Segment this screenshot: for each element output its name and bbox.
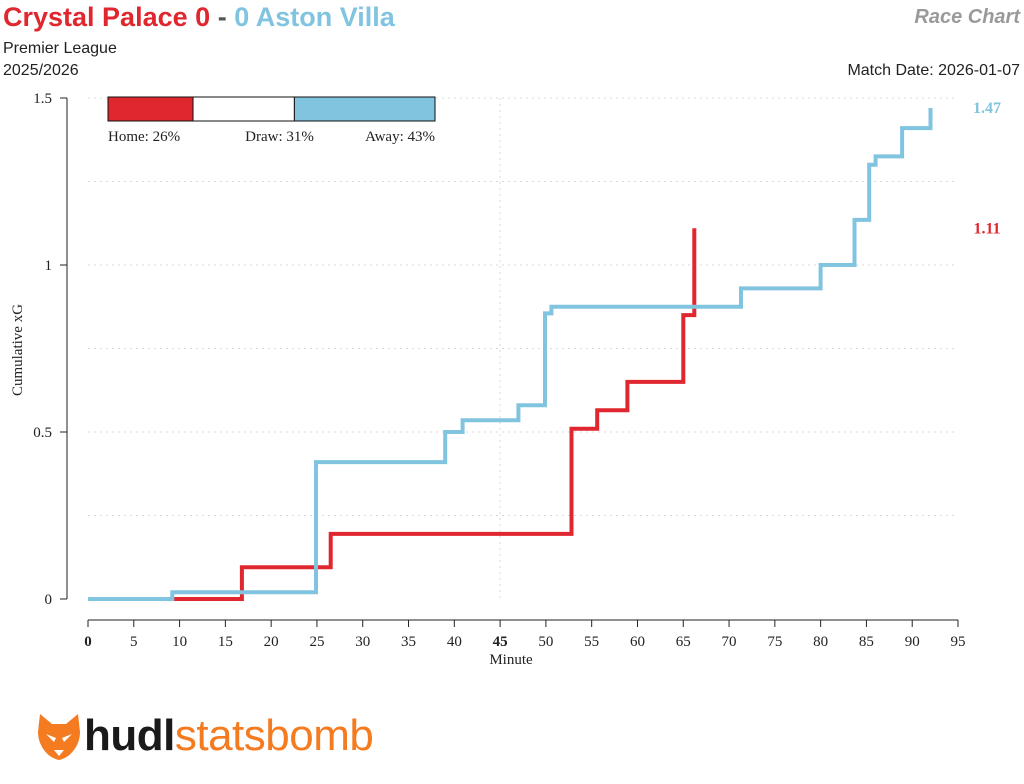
chart-grid	[88, 97, 958, 599]
home-xg-line	[88, 228, 697, 601]
x-tick-label: 30	[355, 634, 370, 650]
x-tick-label: 75	[767, 634, 782, 650]
x-tick-label: 40	[447, 634, 462, 650]
y-tick-label: 1	[45, 258, 53, 274]
chart-series: 1.11 1.47	[88, 100, 1001, 601]
logo-statsbomb-text: statsbomb	[174, 711, 374, 760]
x-tick-label: 35	[401, 634, 416, 650]
x-tick-label: 60	[630, 634, 645, 650]
home-final-xg-label: 1.11	[973, 220, 1000, 237]
home-prob-label: Home: 26%	[108, 129, 180, 145]
x-tick-label: 70	[722, 634, 737, 650]
x-tick-label: 95	[951, 634, 966, 650]
race-chart: 0 0.5 1 1.5 0 5 10 15 20 25 30 35 40 45 50 55 60 65 70 75 80…	[10, 91, 1001, 668]
x-tick-label: 45	[493, 634, 508, 650]
match-date: Match Date: 2026-01-07	[847, 62, 1020, 79]
chart-kind-label: Race Chart	[914, 6, 1020, 28]
y-tick-label: 0	[45, 592, 53, 608]
x-tick-label: 90	[905, 634, 920, 650]
y-axis-label: Cumulative xG	[10, 304, 26, 396]
season-label: 2025/2026	[3, 62, 79, 79]
away-team-name: Aston Villa	[255, 2, 395, 32]
home-team-name: Crystal Palace	[3, 2, 188, 32]
x-axis-label: Minute	[489, 652, 533, 668]
probability-bar: Home: 26% Draw: 31% Away: 43%	[107, 96, 436, 145]
x-tick-label: 20	[264, 634, 279, 650]
y-tick-label: 0.5	[33, 425, 52, 441]
home-prob-segment	[107, 96, 194, 122]
y-tick-label: 1.5	[33, 91, 52, 107]
x-tick-label: 5	[130, 634, 138, 650]
match-title: Crystal Palace 0 - 0 Aston Villa	[3, 2, 395, 33]
x-tick-label: 25	[309, 634, 324, 650]
x-tick-label: 55	[584, 634, 599, 650]
away-xg-line	[88, 108, 933, 601]
away-prob-label: Away: 43%	[365, 129, 435, 145]
x-tick-label: 10	[172, 634, 187, 650]
x-tick-label: 15	[218, 634, 233, 650]
x-tick-label: 50	[538, 634, 553, 650]
away-score: 0	[234, 2, 250, 32]
score-separator: -	[217, 2, 227, 32]
x-tick-label: 85	[859, 634, 874, 650]
competition-name: Premier League	[3, 40, 117, 57]
x-tick-label: 0	[84, 634, 92, 650]
fox-head-icon	[38, 714, 80, 760]
hudl-statsbomb-logo: hudlstatsbomb	[34, 706, 374, 766]
away-prob-segment	[293, 96, 436, 122]
home-score: 0	[195, 2, 211, 32]
x-tick-label: 80	[813, 634, 828, 650]
draw-prob-segment	[192, 96, 295, 122]
chart-axes: 0 0.5 1 1.5 0 5 10 15 20 25 30 35 40 45 50 55 60 65 70 75 80…	[33, 91, 965, 650]
x-tick-label: 65	[676, 634, 691, 650]
draw-prob-label: Draw: 31%	[245, 129, 314, 145]
logo-hudl-text: hudl	[84, 711, 175, 760]
away-final-xg-label: 1.47	[973, 100, 1001, 117]
